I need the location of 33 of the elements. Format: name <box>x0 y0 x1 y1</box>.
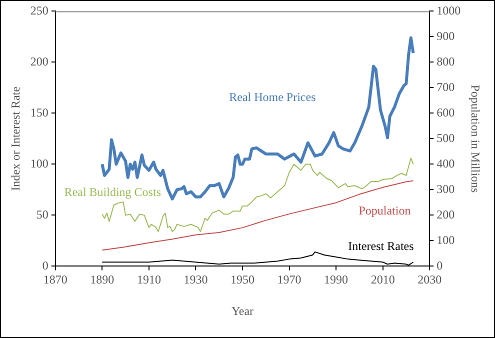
y-tick-label: 100 <box>30 156 48 170</box>
y-tick-label: 200 <box>30 54 48 68</box>
x-tick-label: 2030 <box>418 272 442 287</box>
x-tick-label: 1930 <box>184 272 208 287</box>
x-tick-label: 1970 <box>277 272 302 287</box>
x-tick-label: 1910 <box>136 272 161 287</box>
series-label: Interest Rates <box>348 239 414 254</box>
x-axis-title: Year <box>231 304 254 318</box>
y2-tick-label: 100 <box>436 232 455 247</box>
y2-tick-label: 700 <box>436 80 455 94</box>
x-tick-label: 1890 <box>90 272 114 287</box>
y2-tick-label: 900 <box>436 28 455 43</box>
y-axis-title: Index or Interest Rate <box>8 86 22 191</box>
y2-tick-label: 300 <box>436 182 455 196</box>
series-label: Real Building Costs <box>64 184 162 199</box>
y-tick-label: 150 <box>30 105 48 120</box>
y2-tick-label: 1000 <box>436 3 461 18</box>
text: Real Home Prices <box>229 90 316 104</box>
x-tick-label: 1950 <box>230 272 254 287</box>
x-tick-label: 2010 <box>370 272 395 287</box>
y2-tick-label: 200 <box>436 207 455 222</box>
y-tick-label: 50 <box>36 207 48 222</box>
y2-axis-title: Population in Millions <box>468 84 483 194</box>
y2-tick-label: 800 <box>436 54 455 68</box>
y-tick-label: 0 <box>42 258 48 272</box>
y2-tick-label: 500 <box>436 130 455 145</box>
y2-tick-label: 600 <box>436 105 455 120</box>
x-tick-label: 1990 <box>324 272 348 287</box>
x-tick-label: 1870 <box>43 272 68 287</box>
y2-tick-label: 0 <box>436 258 443 272</box>
series-label: Population <box>358 204 411 218</box>
y2-tick-label: 400 <box>436 156 455 170</box>
y-tick-label: 250 <box>30 3 48 18</box>
